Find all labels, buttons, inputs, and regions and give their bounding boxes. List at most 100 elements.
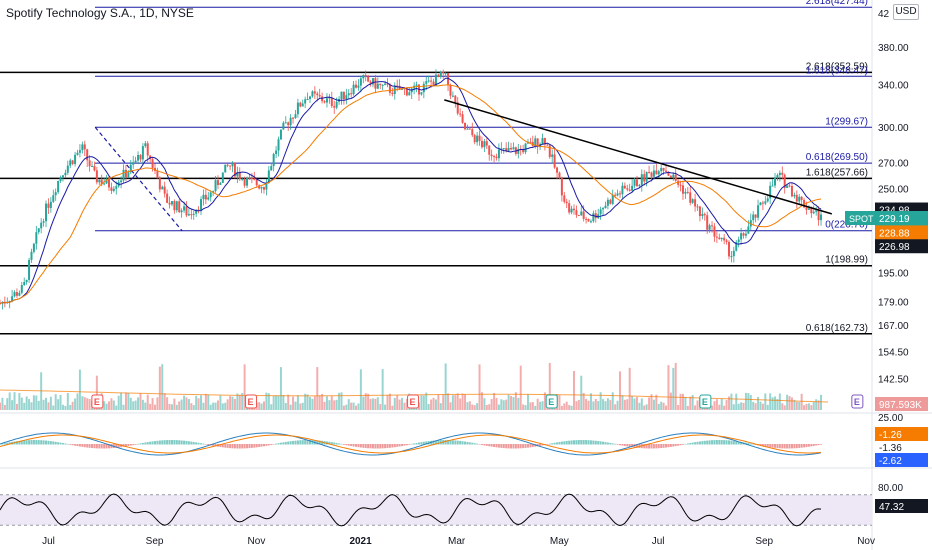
candle-body: [262, 187, 265, 190]
volume-bar: [577, 399, 580, 410]
volume-bar: [769, 393, 772, 410]
candle-body: [35, 232, 38, 244]
volume-bar: [386, 394, 389, 410]
volume-bar: [311, 398, 314, 410]
x-axis-tick-label: Mar: [448, 536, 466, 547]
volume-badge-bg: [875, 397, 928, 411]
macd-hist-bar: [776, 444, 779, 449]
macd-hist-bar: [410, 443, 413, 445]
candle-body: [696, 206, 699, 208]
volume-bar: [432, 397, 435, 410]
volume-bar: [187, 399, 190, 410]
macd-hist-bar: [585, 440, 588, 445]
volume-bar: [749, 395, 752, 410]
volume-bar: [105, 403, 108, 410]
currency-selector[interactable]: USD: [893, 4, 919, 20]
macd-hist-bar: [309, 440, 312, 445]
candle-body: [107, 178, 110, 188]
y-axis-tick-label: 154.50: [878, 347, 909, 358]
macd-hist-bar: [207, 444, 210, 446]
macd-hist-bar: [415, 442, 418, 445]
macd-hist-bar: [333, 442, 336, 445]
volume-bar: [47, 402, 50, 410]
volume-bar: [543, 392, 546, 410]
candle-body: [415, 84, 418, 86]
macd-hist-bar: [451, 440, 454, 445]
macd-hist-bar: [611, 443, 614, 445]
candle-body: [444, 72, 447, 74]
candle-body: [592, 213, 595, 222]
macd-hist-bar: [311, 440, 314, 445]
candle-body: [110, 187, 113, 191]
macd-hist-bar: [330, 442, 333, 445]
candle-body: [129, 164, 132, 173]
volume-bar: [71, 401, 74, 410]
candle-body: [686, 191, 689, 193]
macd-hist-bar: [764, 444, 767, 447]
volume-bar: [321, 393, 324, 410]
macd-hist-bar: [626, 444, 629, 447]
macd-hist-bar: [689, 443, 692, 445]
macd-hist-bar: [570, 440, 573, 445]
candle-body: [69, 160, 72, 166]
volume-bar: [28, 399, 31, 410]
volume-bar: [582, 392, 585, 410]
volume-bar: [221, 403, 224, 410]
volume-bar: [59, 394, 62, 410]
macd-hist-bar: [507, 444, 510, 449]
volume-bar: [580, 375, 583, 410]
volume-bar: [388, 393, 391, 410]
macd-hist-bar: [236, 444, 239, 449]
volume-bar: [812, 401, 815, 410]
volume-bar: [534, 405, 537, 410]
volume-bar: [500, 399, 503, 410]
candle-body: [621, 185, 624, 195]
volume-bar: [61, 404, 64, 410]
macd-hist-bar: [432, 440, 435, 445]
volume-bar: [243, 364, 246, 410]
x-axis-tick-label: May: [550, 536, 569, 547]
volume-bar: [650, 394, 653, 410]
rsi-band: [0, 494, 872, 526]
candle-body: [316, 93, 319, 96]
volume-bar: [660, 401, 663, 410]
rsi-badge-bg: [875, 499, 928, 513]
macd-hist-bar: [495, 444, 498, 448]
candle-body: [88, 160, 91, 167]
candle-body: [812, 211, 815, 214]
volume-bar: [594, 398, 597, 410]
candle-body: [8, 301, 11, 303]
macd-hist-bar: [599, 441, 602, 445]
candle-body: [212, 191, 215, 193]
last-price-badge: 229.19: [879, 214, 910, 225]
volume-bar: [645, 404, 648, 410]
candle-body: [718, 237, 721, 240]
macd-hist-bar: [548, 443, 551, 445]
macd-hist-bar: [740, 441, 743, 445]
volume-bar: [807, 403, 810, 410]
candle-body: [76, 152, 79, 155]
volume-bar: [815, 399, 818, 410]
x-axis-tick-label: Sep: [755, 536, 773, 547]
candle-body: [0, 303, 1, 305]
macd-hist-bar: [660, 444, 663, 449]
candle-body: [100, 179, 103, 185]
macd-hist-bar: [132, 444, 135, 446]
x-axis-tick-label: Nov: [248, 536, 266, 547]
volume-bar: [173, 398, 176, 410]
macd-hist-bar: [262, 444, 265, 447]
volume-bar: [1, 397, 4, 410]
macd-hist-bar: [582, 440, 585, 445]
macd-hist-bar: [287, 441, 290, 445]
volume-bar: [587, 400, 590, 410]
candle-body: [246, 177, 249, 186]
volume-bar: [638, 402, 641, 410]
candle-body: [224, 164, 227, 173]
volume-bar: [359, 369, 362, 410]
macd-hist-bar: [565, 440, 568, 445]
volume-bar: [657, 403, 660, 410]
volume-bar: [376, 397, 379, 410]
macd-hist-bar: [154, 441, 157, 445]
candle-body: [502, 148, 505, 150]
